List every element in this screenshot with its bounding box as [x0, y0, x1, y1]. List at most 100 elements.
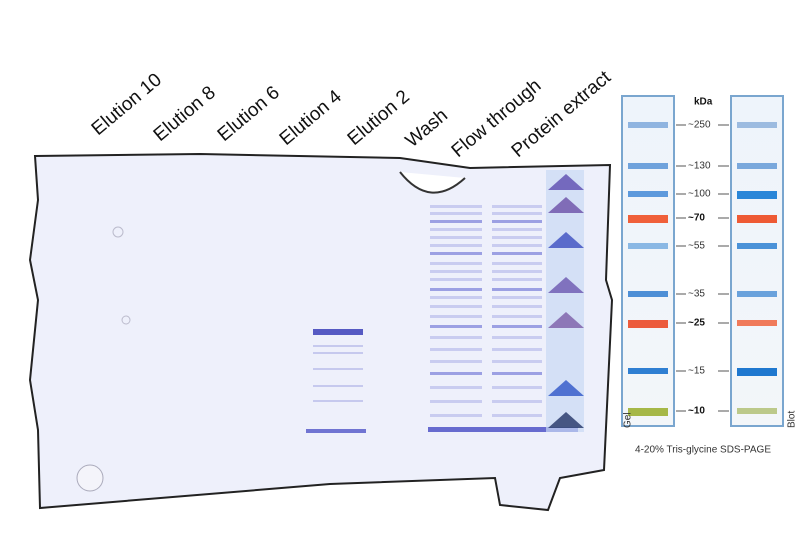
band	[492, 212, 542, 215]
band	[492, 220, 542, 223]
gel-marker-band	[628, 215, 668, 223]
marker-label: ~55	[688, 241, 705, 252]
band	[430, 414, 482, 417]
band	[430, 270, 482, 273]
blot-marker-band	[737, 163, 777, 169]
blot-marker-band	[737, 368, 777, 376]
blot-marker-band	[737, 215, 777, 223]
band	[492, 252, 542, 255]
gel-marker-band	[628, 122, 668, 128]
band	[492, 315, 542, 318]
marker-label: ~35	[688, 289, 705, 300]
marker-label: ~15	[688, 366, 705, 377]
band	[492, 288, 542, 291]
band	[313, 368, 363, 370]
blot-marker-band	[737, 320, 777, 326]
band	[492, 228, 542, 231]
band	[430, 400, 482, 403]
band	[492, 244, 542, 247]
ladder-band	[548, 277, 584, 293]
marker-label: ~25	[688, 318, 705, 329]
band	[430, 205, 482, 208]
band	[492, 305, 542, 308]
marker-label: ~10	[688, 406, 705, 417]
gel-marker-band	[628, 243, 668, 249]
lane-label: Elution 4	[276, 86, 346, 150]
band	[492, 205, 542, 208]
ladder-caption: 4-20% Tris-glycine SDS-PAGE	[635, 445, 771, 456]
band	[313, 400, 363, 402]
lane-label: Elution 2	[344, 86, 414, 150]
band	[313, 345, 363, 347]
gel-marker-band	[628, 163, 668, 169]
band	[430, 236, 482, 239]
band	[313, 352, 363, 354]
band	[430, 386, 482, 389]
band	[492, 325, 542, 328]
lane-label: Elution 8	[150, 82, 220, 146]
band	[430, 278, 482, 281]
band	[430, 296, 482, 299]
ladder-unit: kDa	[694, 97, 713, 108]
blot-marker-band	[737, 408, 777, 414]
band	[430, 262, 482, 265]
blot-marker-band	[737, 291, 777, 297]
marker-label: ~130	[688, 161, 711, 172]
gel-marker-band	[628, 291, 668, 297]
band	[492, 270, 542, 273]
bubble	[121, 315, 131, 325]
ladder-blot	[730, 95, 784, 427]
gel-marker-band	[628, 191, 668, 197]
marker-label: ~70	[688, 213, 705, 224]
band	[430, 336, 482, 339]
band	[306, 429, 366, 433]
band	[430, 325, 482, 328]
ladder-band	[548, 312, 584, 328]
band	[430, 372, 482, 375]
band	[430, 360, 482, 363]
blot-marker-band	[737, 122, 777, 128]
ladder-band	[548, 380, 584, 396]
marker-label: ~250	[688, 120, 711, 131]
band	[430, 305, 482, 308]
lane-label: Wash	[402, 105, 452, 152]
band	[492, 360, 542, 363]
band	[492, 348, 542, 351]
bubble	[112, 226, 124, 238]
gel-marker-band	[628, 368, 668, 374]
band	[492, 400, 542, 403]
ladder-markers: ~250 ~130 ~100 ~70 ~55 ~35 ~25 ~15 ~10	[628, 120, 777, 417]
gel-marker-band	[628, 408, 668, 416]
gel-marker-band	[628, 320, 668, 328]
band	[428, 427, 578, 432]
band	[430, 244, 482, 247]
band	[492, 262, 542, 265]
band	[430, 315, 482, 318]
band	[492, 414, 542, 417]
ladder-band	[548, 174, 584, 190]
lane-label: Elution 6	[214, 82, 284, 146]
ladder-gel	[621, 95, 675, 427]
band	[430, 252, 482, 255]
lane-labels: Elution 10 Elution 8 Elution 6 Elution 4…	[88, 67, 616, 162]
band	[430, 348, 482, 351]
gel-notch	[399, 171, 466, 194]
band	[492, 372, 542, 375]
band	[492, 278, 542, 281]
band	[430, 212, 482, 215]
band	[430, 228, 482, 231]
band	[313, 329, 363, 335]
ladder-band	[548, 412, 584, 428]
bubble	[76, 464, 104, 492]
band	[492, 386, 542, 389]
band	[430, 220, 482, 223]
marker-label: ~100	[688, 189, 711, 200]
blot-label: Blot	[787, 411, 798, 428]
blot-marker-band	[737, 243, 777, 249]
band	[492, 236, 542, 239]
band	[492, 336, 542, 339]
gel-label: Gel	[623, 412, 634, 428]
band	[430, 288, 482, 291]
blot-marker-band	[737, 191, 777, 199]
